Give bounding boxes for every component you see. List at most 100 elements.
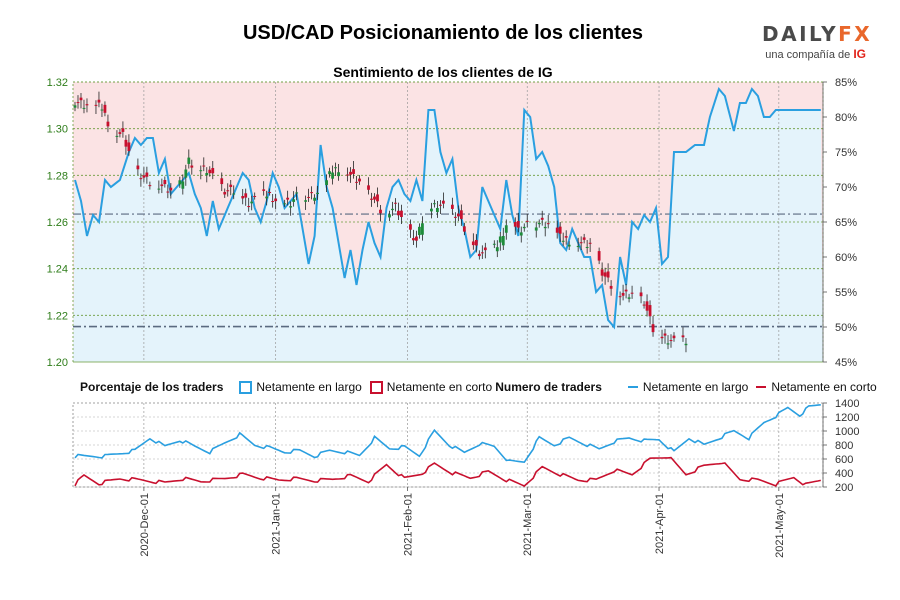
candle-down [268, 191, 272, 193]
price-tick-label: 1.20 [47, 357, 68, 369]
candle-down [630, 292, 634, 294]
candle-down [253, 195, 257, 197]
candle-down [669, 340, 673, 342]
candle-down [379, 209, 382, 214]
price-tick-label: 1.28 [47, 170, 68, 182]
candle-down [606, 271, 610, 278]
month-tick-label: 2021-May-01 [774, 493, 786, 558]
candle-up [627, 297, 631, 299]
candle-down [394, 202, 397, 204]
legend-long-line-icon [627, 386, 638, 388]
candle-down [546, 223, 550, 225]
candle-up [283, 203, 287, 205]
candle-down [373, 196, 376, 200]
candle-down [645, 301, 649, 311]
brand-tagline-text: una compañía de [765, 49, 851, 61]
candle-down [588, 242, 592, 244]
candle-down [139, 178, 143, 180]
candle-down [76, 102, 80, 104]
candle-up [181, 181, 185, 189]
candle-up [232, 193, 236, 195]
dailyfx-wordmark: DAILYFX [762, 22, 870, 46]
candle-down [118, 132, 122, 134]
candle-down [415, 236, 418, 241]
percent-tick-label: 85% [835, 77, 857, 89]
candle-up [295, 192, 299, 194]
price-tick-label: 1.22 [47, 310, 68, 322]
candle-down [352, 169, 355, 174]
price-tick-label: 1.24 [47, 264, 68, 276]
traders-tick-label: 600 [835, 454, 853, 466]
traders-tick-label: 1000 [835, 426, 859, 438]
candle-up [567, 244, 571, 247]
legend-short-square-icon [369, 380, 383, 394]
candle-down [142, 175, 146, 178]
candle-up [388, 214, 391, 218]
candle-down [441, 200, 445, 204]
brand-fx: FX [838, 22, 873, 46]
candle-down [370, 198, 373, 200]
percent-tick-label: 55% [835, 287, 857, 299]
candle-down [600, 269, 604, 276]
traders-tick-label: 1400 [835, 398, 859, 410]
candle-down [453, 216, 457, 218]
candle-down [438, 204, 442, 206]
percent-tick-label: 50% [835, 322, 857, 334]
legend-short-n-label: Netamente en corto [771, 380, 877, 394]
percent-tick-label: 70% [835, 182, 857, 194]
candle-up [501, 236, 505, 246]
candle-up [498, 236, 502, 243]
month-tick-label: 2021-Mar-01 [522, 493, 534, 556]
dailyfx-logo: DAILYFX una compañía de IG [762, 22, 870, 61]
candle-down [660, 336, 664, 339]
candle-down [513, 222, 517, 227]
month-tick-label: 2020-Dec-01 [139, 493, 151, 557]
candle-down [651, 324, 655, 333]
candle-down [136, 165, 140, 170]
candle-up [82, 107, 86, 109]
candle-down [271, 201, 275, 202]
price-tick-label: 1.30 [47, 124, 68, 136]
candle-down [145, 172, 149, 177]
candle-down [477, 253, 481, 257]
candle-up [205, 173, 209, 176]
candle-up [492, 243, 496, 245]
candle-down [621, 292, 625, 296]
candle-down [409, 224, 412, 230]
candle-down [244, 193, 248, 198]
candle-down [106, 121, 110, 127]
candle-down [103, 104, 107, 113]
candle-down [564, 236, 568, 238]
candle-down [555, 227, 559, 233]
candle-down [603, 272, 607, 277]
candle-down [462, 226, 466, 232]
candle-down [681, 335, 685, 338]
percent-tick-label: 65% [835, 217, 857, 229]
candle-down [663, 333, 667, 336]
candle-down [618, 296, 622, 298]
candle-down [474, 239, 478, 246]
chart-subtitle: Sentimiento de los clientes de IG [333, 64, 553, 80]
candle-down [247, 206, 251, 208]
candle-up [576, 245, 580, 248]
candle-down [358, 178, 361, 182]
candle-down [597, 251, 601, 261]
percent-tick-label: 60% [835, 252, 857, 264]
candle-down [127, 142, 131, 152]
chart-legend: Porcentaje de los traders Netamente en l… [80, 380, 877, 394]
month-tick-label: 2021-Feb-01 [402, 493, 414, 556]
candle-down [211, 168, 215, 174]
candle-down [190, 165, 194, 168]
candle-down [262, 189, 266, 191]
candle-down [456, 213, 460, 217]
legend-short-pct-label: Netamente en corto [386, 380, 493, 394]
percent-tick-label: 75% [835, 147, 857, 159]
candle-up [666, 343, 670, 345]
chart-title: USD/CAD Posicionamiento de los clientes [242, 22, 644, 44]
candle-down [121, 128, 125, 132]
candle-down [79, 97, 83, 101]
candle-down [220, 178, 224, 185]
candle-up [334, 167, 337, 169]
candle-down [397, 210, 400, 216]
